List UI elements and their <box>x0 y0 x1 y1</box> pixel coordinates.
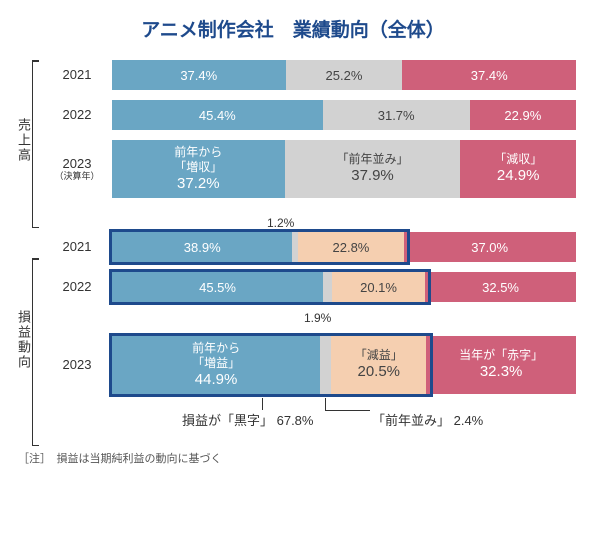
segment-pct: 37.9% <box>351 167 394 186</box>
bracket-1 <box>32 60 39 228</box>
chart-title: アニメ制作会社 業績動向（全体） <box>10 15 576 42</box>
year-label: 2023（決算年） <box>42 156 112 182</box>
chart-row: 202245.4%31.7%22.9% <box>42 100 576 130</box>
bar-segment <box>320 336 331 394</box>
bar-segment: 22.8% <box>298 232 404 262</box>
mid-gap: 1.9% <box>42 312 576 328</box>
chart-row: 2023（決算年）前年から「増収」37.2%「前年並み」37.9%「減収」24.… <box>42 140 576 198</box>
bracket-2 <box>32 258 39 446</box>
stacked-bar: 38.9%22.8%37.0% <box>112 232 576 262</box>
callout-top: 1.2% <box>267 216 294 230</box>
segment-label: 「前年並み」 <box>337 152 409 167</box>
chart-row: 202138.9%22.8%37.0% <box>42 232 576 262</box>
section-label-2: 損益動向 <box>14 310 33 370</box>
segment-label: 「減収」 <box>494 152 542 167</box>
segment-label: 「減益」 <box>355 348 403 363</box>
bar-segment: 「減収」24.9% <box>460 140 576 198</box>
bar-segment: 前年から「増収」37.2% <box>112 140 285 198</box>
bar-segment: 45.4% <box>112 100 323 130</box>
bar-segment: 「減益」20.5% <box>331 336 426 394</box>
bottom-label-right: 「前年並み」 2.4% <box>372 410 483 429</box>
segment-pct: 37.2% <box>177 175 220 194</box>
bar-segment: 31.7% <box>323 100 470 130</box>
segment-pct: 44.9% <box>195 371 238 390</box>
year-label: 2021 <box>42 239 112 255</box>
bottom-labels: 損益が「黒字」 67.8% 「前年並み」 2.4% <box>112 408 576 434</box>
connector-line <box>325 398 326 410</box>
bar-segment: 37.4% <box>402 60 576 90</box>
bar-segment <box>323 272 332 302</box>
year-label: 2022 <box>42 279 112 295</box>
bottom-label-left: 損益が「黒字」 67.8% <box>182 410 313 429</box>
segment-label: 当年が「赤字」 <box>459 348 543 363</box>
bar-segment: 20.1% <box>332 272 425 302</box>
segment-pct: 20.5% <box>357 363 400 382</box>
bar-segment: 45.5% <box>112 272 323 302</box>
bar-segment: 当年が「赤字」32.3% <box>426 336 576 394</box>
callout-mid: 1.9% <box>304 311 331 325</box>
rows-container: 202137.4%25.2%37.4%202245.4%31.7%22.9%20… <box>42 60 576 434</box>
year-label: 2021 <box>42 67 112 83</box>
section-gap: 1.2% <box>42 212 576 232</box>
footnote: ［注］ 損益は当期純利益の動向に基づく <box>18 450 576 466</box>
bar-segment: 前年から「増益」44.9% <box>112 336 320 394</box>
bar-segment: 25.2% <box>286 60 403 90</box>
chart-row: 202137.4%25.2%37.4% <box>42 60 576 90</box>
segment-pct: 32.3% <box>480 363 523 382</box>
stacked-bar: 45.4%31.7%22.9% <box>112 100 576 130</box>
stacked-bar: 45.5% 20.1%32.5% <box>112 272 576 302</box>
bar-segment: 「前年並み」37.9% <box>285 140 461 198</box>
stacked-bar: 前年から「増益」44.9%「減益」20.5%当年が「赤字」32.3% <box>112 336 576 394</box>
bar-segment: 32.5% <box>425 272 576 302</box>
chart-row: 2023前年から「増益」44.9%「減益」20.5%当年が「赤字」32.3% <box>42 336 576 394</box>
connector-line <box>262 398 263 410</box>
bar-segment: 37.4% <box>112 60 286 90</box>
stacked-bar: 37.4%25.2%37.4% <box>112 60 576 90</box>
section-label-1: 売上高 <box>14 118 33 163</box>
segment-label: 前年から「増益」 <box>192 341 240 371</box>
bar-segment: 38.9% <box>112 232 292 262</box>
year-label: 2022 <box>42 107 112 123</box>
segment-pct: 24.9% <box>497 167 540 186</box>
segment-label: 前年から「増収」 <box>174 145 222 175</box>
chart-row: 202245.5% 20.1%32.5% <box>42 272 576 302</box>
vertical-labels: 売上高 損益動向 <box>10 60 42 434</box>
bar-segment: 37.0% <box>404 232 576 262</box>
year-label: 2023 <box>42 357 112 373</box>
chart-area: 売上高 損益動向 202137.4%25.2%37.4%202245.4%31.… <box>10 60 576 434</box>
connector-line <box>325 410 370 411</box>
stacked-bar: 前年から「増収」37.2%「前年並み」37.9%「減収」24.9% <box>112 140 576 198</box>
bar-segment: 22.9% <box>470 100 576 130</box>
